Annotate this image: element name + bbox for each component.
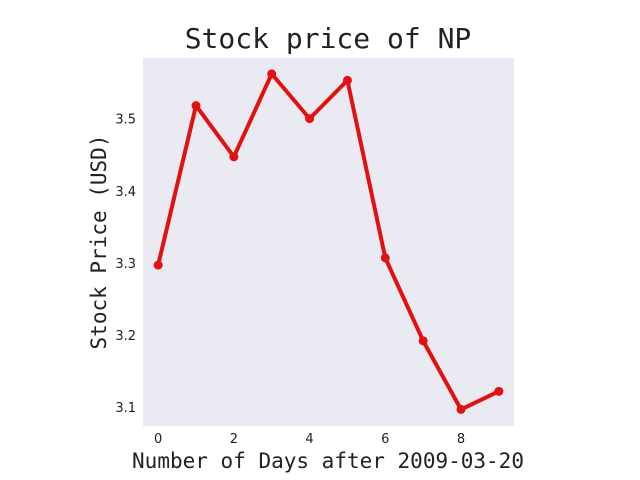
y-axis-label: Stock Price (USD): [87, 135, 111, 350]
data-point: [456, 404, 466, 414]
data-point: [191, 101, 201, 111]
y-tick-label: 3.5: [115, 113, 136, 128]
x-tick-label: 0: [154, 432, 162, 447]
data-point: [267, 69, 277, 79]
x-tick-label: 2: [230, 432, 238, 447]
data-point: [229, 152, 239, 162]
y-axis-ticks: 3.1 3.2 3.3 3.4 3.5: [115, 113, 136, 417]
x-axis-label: Number of Days after 2009-03-20: [132, 449, 524, 473]
y-tick-label: 3.2: [115, 329, 136, 344]
data-point: [418, 336, 428, 346]
y-tick-label: 3.4: [115, 185, 136, 200]
y-tick-label: 3.3: [115, 257, 136, 272]
x-tick-label: 6: [381, 432, 389, 447]
x-tick-label: 4: [305, 432, 313, 447]
data-point: [153, 260, 163, 270]
data-point: [380, 253, 390, 263]
data-point: [305, 114, 315, 124]
data-point: [342, 75, 352, 85]
series-line: [156, 71, 501, 412]
x-tick-label: 8: [457, 432, 465, 447]
chart-title: Stock price of NP: [185, 22, 472, 55]
y-tick-label: 3.1: [115, 401, 136, 416]
x-axis-ticks: 0 2 4 6 8: [154, 432, 465, 447]
data-point: [494, 386, 504, 396]
series-layer: [153, 69, 504, 414]
plot-area: [143, 58, 514, 426]
